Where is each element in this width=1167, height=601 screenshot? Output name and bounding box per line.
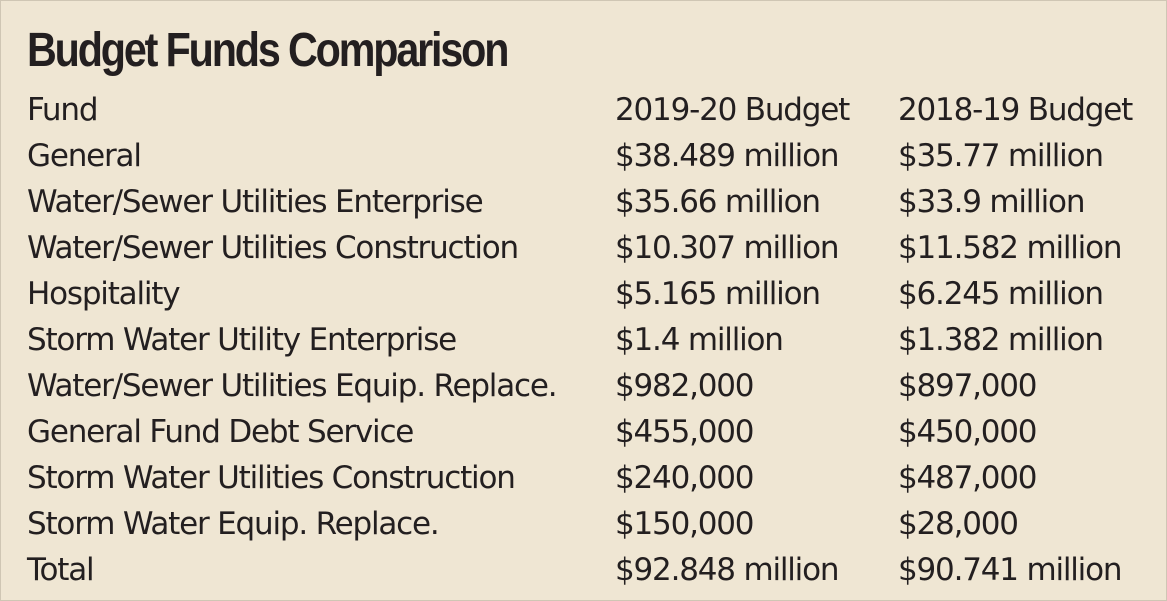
budget-2019-20-cell: $38.489 million <box>615 138 840 174</box>
table-row: Hospitality $5.165 million $6.245 millio… <box>27 271 1157 317</box>
total-2019-20-cell: $92.848 million <box>615 552 840 588</box>
budget-2019-20-cell: $240,000 <box>615 460 755 496</box>
budget-2018-19-cell: $28,000 <box>898 506 1019 542</box>
budget-2018-19-cell: $1.382 million <box>898 322 1104 358</box>
budget-2019-20-cell: $1.4 million <box>615 322 784 358</box>
budget-table: Fund 2019-20 Budget 2018-19 Budget Gener… <box>27 87 1157 593</box>
column-header-2018-19-budget: 2018-19 Budget <box>898 92 1133 128</box>
budget-2018-19-cell: $6.245 million <box>898 276 1104 312</box>
table-row: General $38.489 million $35.77 million <box>27 133 1157 179</box>
budget-2018-19-cell: $35.77 million <box>898 138 1104 174</box>
fund-name-cell: Storm Water Utilities Construction <box>27 460 516 496</box>
fund-name-cell: Hospitality <box>27 276 181 312</box>
fund-name-cell: Water/Sewer Utilities Construction <box>27 230 519 266</box>
fund-name-cell: General <box>27 138 142 174</box>
budget-2018-19-cell: $450,000 <box>898 414 1038 450</box>
fund-name-cell: Storm Water Equip. Replace. <box>27 506 440 542</box>
total-row: Total $92.848 million $90.741 million <box>27 547 1157 593</box>
fund-name-cell: Water/Sewer Utilities Enterprise <box>27 184 484 220</box>
budget-2019-20-cell: $35.66 million <box>615 184 821 220</box>
budget-2019-20-cell: $5.165 million <box>615 276 821 312</box>
column-header-2019-20-budget: 2019-20 Budget <box>615 92 850 128</box>
budget-2018-19-cell: $487,000 <box>898 460 1038 496</box>
total-label-cell: Total <box>27 552 95 588</box>
budget-2019-20-cell: $150,000 <box>615 506 755 542</box>
fund-name-cell: General Fund Debt Service <box>27 414 414 450</box>
table-row: Water/Sewer Utilities Construction $10.3… <box>27 225 1157 271</box>
table-row: General Fund Debt Service $455,000 $450,… <box>27 409 1157 455</box>
table-row: Water/Sewer Utilities Enterprise $35.66 … <box>27 179 1157 225</box>
table-row: Storm Water Equip. Replace. $150,000 $28… <box>27 501 1157 547</box>
table-row: Storm Water Utilities Construction $240,… <box>27 455 1157 501</box>
fund-name-cell: Water/Sewer Utilities Equip. Replace. <box>27 368 558 404</box>
table-row: Storm Water Utility Enterprise $1.4 mill… <box>27 317 1157 363</box>
total-2018-19-cell: $90.741 million <box>898 552 1123 588</box>
budget-2019-20-cell: $982,000 <box>615 368 755 404</box>
table-row: Water/Sewer Utilities Equip. Replace. $9… <box>27 363 1157 409</box>
table-title: Budget Funds Comparison <box>27 24 509 77</box>
header-row: Fund 2019-20 Budget 2018-19 Budget <box>27 87 1157 133</box>
budget-2019-20-cell: $10.307 million <box>615 230 840 266</box>
budget-2019-20-cell: $455,000 <box>615 414 755 450</box>
budget-2018-19-cell: $33.9 million <box>898 184 1085 220</box>
budget-2018-19-cell: $897,000 <box>898 368 1038 404</box>
fund-name-cell: Storm Water Utility Enterprise <box>27 322 457 358</box>
column-header-fund: Fund <box>27 92 99 128</box>
budget-2018-19-cell: $11.582 million <box>898 230 1123 266</box>
